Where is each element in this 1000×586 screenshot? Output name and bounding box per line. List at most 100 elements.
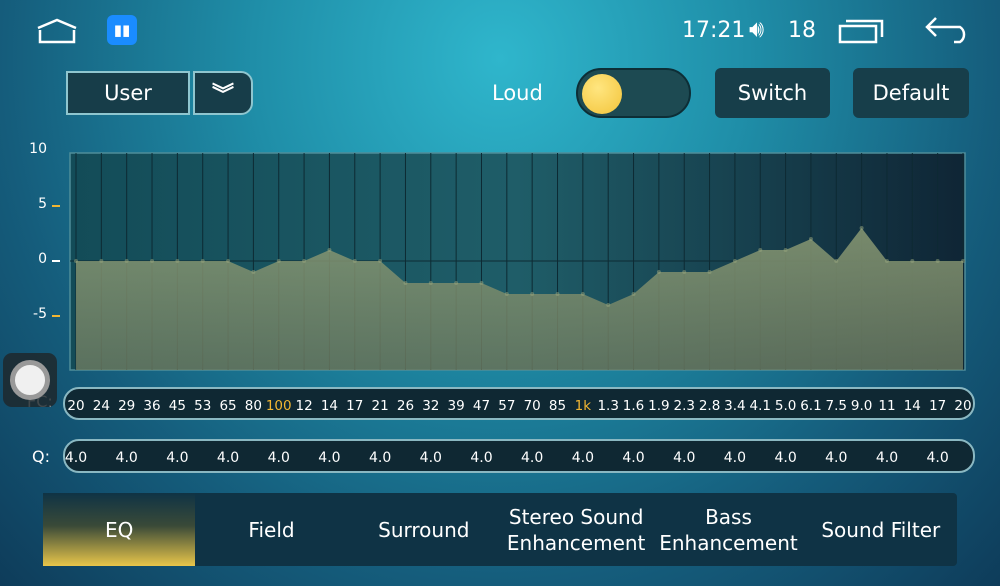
frequency-label[interactable]: 20 xyxy=(67,398,85,414)
volume-icon[interactable]: 🔊︎ xyxy=(749,15,765,43)
y-tick-label: 5 xyxy=(38,196,47,212)
back-icon[interactable] xyxy=(924,14,972,44)
frequency-label[interactable]: 12 xyxy=(295,398,313,414)
q-value[interactable]: 4.0 xyxy=(64,450,88,466)
frequency-label[interactable]: 14 xyxy=(903,398,921,414)
switch-button[interactable]: Switch xyxy=(715,68,830,118)
frequency-label[interactable]: 7.5 xyxy=(825,398,848,414)
q-value[interactable]: 4.0 xyxy=(216,450,240,466)
clock: 17:21 xyxy=(682,18,746,43)
frequency-label[interactable]: 26 xyxy=(396,398,415,414)
frequency-label[interactable]: 39 xyxy=(447,398,465,414)
frequency-label[interactable]: 4.1 xyxy=(749,398,771,414)
q-value[interactable]: 4.0 xyxy=(825,450,848,466)
q-value[interactable]: 4.0 xyxy=(166,450,189,466)
equalizer-app-icon[interactable]: ▮▮ xyxy=(107,15,137,45)
q-value[interactable]: 4.0 xyxy=(673,450,696,466)
frequency-strip[interactable]: 20 24 29 36 45 53 65 80 100 12 14 17 21 26 32 39 47 57 70 8… xyxy=(63,387,975,420)
eq-band-point xyxy=(758,248,763,252)
frequency-label[interactable]: 70 xyxy=(523,398,541,414)
q-value[interactable]: 4.0 xyxy=(318,450,341,466)
eq-band-point xyxy=(327,248,332,252)
home-icon[interactable] xyxy=(36,18,78,44)
eq-band-point xyxy=(555,292,560,296)
eq-band-point xyxy=(834,259,839,263)
frequency-label[interactable]: 6.1 xyxy=(800,398,822,414)
tab-bar: EQ Field Surround Stereo Sound Enhanceme… xyxy=(43,493,957,566)
tab-field[interactable]: Field xyxy=(248,517,295,542)
q-value[interactable]: 4.0 xyxy=(470,450,493,466)
frequency-label[interactable]: 21 xyxy=(371,398,389,414)
frequency-label[interactable]: 3.4 xyxy=(724,398,746,414)
frequency-label[interactable]: 1.9 xyxy=(648,398,670,414)
frequency-label[interactable]: 85 xyxy=(548,398,567,414)
q-value[interactable]: 4.0 xyxy=(622,450,645,466)
q-value[interactable]: 4.0 xyxy=(115,450,138,466)
frequency-label[interactable]: 5.0 xyxy=(774,398,797,414)
eq-band-point xyxy=(682,270,687,274)
eq-band-point xyxy=(150,259,155,263)
q-value[interactable]: 4.0 xyxy=(521,450,544,466)
tab-surround[interactable]: Surround xyxy=(378,517,470,542)
q-label: Q: xyxy=(32,447,50,466)
eq-chart[interactable] xyxy=(0,0,1000,380)
tab-stereo-sound-enhancement[interactable]: Stereo Sound Enhancement xyxy=(506,504,646,555)
loud-toggle[interactable] xyxy=(576,68,691,118)
preset-select[interactable]: User xyxy=(66,71,190,115)
frequency-label[interactable]: 9.0 xyxy=(850,398,873,414)
eq-band-point xyxy=(479,281,484,285)
q-value[interactable]: 4.0 xyxy=(571,450,594,466)
assistive-touch-button[interactable] xyxy=(3,353,57,407)
frequency-label[interactable]: 1.3 xyxy=(597,398,619,414)
frequency-label[interactable]: 1.6 xyxy=(622,398,645,414)
eq-band-point xyxy=(276,259,281,263)
q-value[interactable]: 4.0 xyxy=(926,450,949,466)
frequency-label[interactable]: 100 xyxy=(265,398,292,414)
eq-band-point xyxy=(859,226,864,230)
q-strip[interactable]: 4.0 4.0 4.0 4.0 4.0 4.0 4.0 4.0 4.0 4.0 4.0 4.0 4.0 4… xyxy=(63,439,975,473)
tab-eq[interactable]: EQ xyxy=(43,493,196,566)
eq-band-point xyxy=(302,259,307,263)
frequency-label[interactable]: 47 xyxy=(472,398,491,414)
frequency-label[interactable]: 57 xyxy=(498,398,516,414)
frequency-label[interactable]: 17 xyxy=(346,398,364,414)
frequency-label[interactable]: 14 xyxy=(320,398,339,414)
preset-dropdown-button[interactable]: ︾ xyxy=(193,71,253,115)
eq-band-point xyxy=(99,259,104,263)
frequency-label[interactable]: 1k xyxy=(574,398,592,414)
frequency-label[interactable]: 24 xyxy=(92,398,110,414)
eq-band-point xyxy=(606,303,611,307)
frequency-label[interactable]: 29 xyxy=(118,398,136,414)
eq-band-point xyxy=(226,259,231,263)
q-value[interactable]: 4.0 xyxy=(419,450,442,466)
eq-band-point xyxy=(783,248,788,252)
frequency-label[interactable]: 2.8 xyxy=(698,398,721,414)
loud-label: Loud xyxy=(492,81,543,105)
frequency-label[interactable]: 65 xyxy=(219,398,237,414)
eq-band-point xyxy=(884,259,889,263)
eq-band-point xyxy=(961,259,965,263)
frequency-label[interactable]: 32 xyxy=(422,398,440,414)
tab-sound-filter[interactable]: Sound Filter xyxy=(821,517,941,542)
frequency-label[interactable]: 11 xyxy=(878,398,896,414)
eq-band-point xyxy=(403,281,408,285)
q-value[interactable]: 4.0 xyxy=(267,450,290,466)
q-value[interactable]: 4.0 xyxy=(723,450,747,466)
frequency-label[interactable]: 2.3 xyxy=(673,398,695,414)
frequency-label[interactable]: 53 xyxy=(194,398,212,414)
frequency-label[interactable]: 20 xyxy=(954,398,972,414)
toggle-knob xyxy=(582,74,622,114)
tab-bass-enhancement[interactable]: Bass Enhancement xyxy=(659,504,798,555)
frequency-label[interactable]: 80 xyxy=(244,398,262,414)
frequency-label[interactable]: 45 xyxy=(168,398,186,414)
y-tick-label: 0 xyxy=(38,251,47,267)
q-value[interactable]: 4.0 xyxy=(774,450,797,466)
frequency-label[interactable]: 17 xyxy=(929,398,947,414)
q-value[interactable]: 4.0 xyxy=(875,450,899,466)
q-value[interactable]: 4.0 xyxy=(368,450,392,466)
default-button[interactable]: Default xyxy=(853,68,969,118)
eq-band-point xyxy=(352,259,357,263)
frequency-label[interactable]: 36 xyxy=(143,398,161,414)
eq-band-point xyxy=(808,237,813,241)
recent-apps-icon[interactable] xyxy=(838,18,884,44)
